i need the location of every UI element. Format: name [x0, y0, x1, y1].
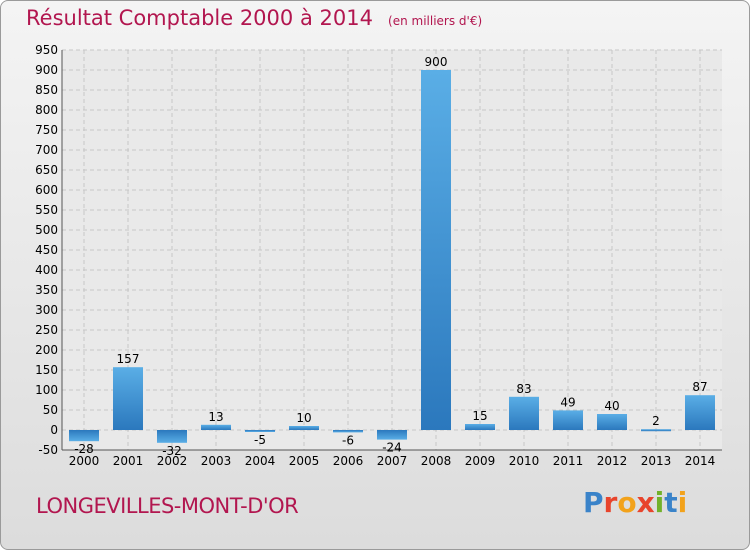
y-tick-label: 300 [35, 303, 58, 317]
commune-name: LONGEVILLES-MONT-D'OR [36, 494, 299, 518]
chart-title: Résultat Comptable 2000 à 2014 [26, 6, 373, 30]
data-label: -32 [162, 444, 182, 458]
bar [553, 410, 583, 430]
x-tick-label: 2007 [377, 454, 408, 468]
y-tick-label: 550 [35, 203, 58, 217]
x-tick-label: 2012 [597, 454, 628, 468]
data-label: -28 [74, 442, 94, 456]
data-label: 15 [472, 409, 487, 423]
axis-layer: -50 0 50 100 150 200 250 300 350 400 450 500 550 600 6… [35, 43, 722, 457]
y-tick-label: 250 [35, 323, 58, 337]
x-tick-label: 2009 [465, 454, 496, 468]
bar [333, 430, 363, 433]
bar [69, 430, 99, 442]
y-tick-label: 750 [35, 123, 58, 137]
bar [685, 395, 715, 430]
x-tick-label: 2004 [245, 454, 276, 468]
y-tick-label: 900 [35, 63, 58, 77]
x-tick-label: 2001 [113, 454, 144, 468]
y-tick-label: 450 [35, 243, 58, 257]
data-label: -6 [342, 433, 354, 447]
y-tick-label: 400 [35, 263, 58, 277]
y-tick-label: 650 [35, 163, 58, 177]
y-tick-label: 200 [35, 343, 58, 357]
chart-title-row: Résultat Comptable 2000 à 2014 (en milli… [26, 6, 482, 30]
y-tick-label: 950 [35, 43, 58, 57]
data-label: 157 [117, 352, 140, 366]
data-label: 13 [208, 410, 223, 424]
data-label: 87 [692, 380, 707, 394]
bar [157, 430, 187, 443]
x-tick-label: 2014 [685, 454, 716, 468]
bar [377, 430, 407, 440]
data-label: 10 [296, 411, 311, 425]
bar [113, 367, 143, 430]
y-tick-label: 700 [35, 143, 58, 157]
data-label: -24 [382, 441, 402, 455]
bar [289, 426, 319, 430]
y-tick-label: 500 [35, 223, 58, 237]
bar [597, 414, 627, 430]
y-tick-label: -50 [38, 443, 58, 457]
x-tick-label: 2011 [553, 454, 584, 468]
x-tick-label: 2002 [157, 454, 188, 468]
x-tick-label: 2008 [421, 454, 452, 468]
data-label: 49 [560, 395, 575, 409]
y-tick-label: 350 [35, 283, 58, 297]
data-label: -5 [254, 433, 266, 447]
x-tick-label: 2000 [69, 454, 100, 468]
bar [509, 396, 539, 430]
data-label: 40 [604, 399, 619, 413]
y-tick-label: 0 [50, 423, 58, 437]
y-tick-label: 100 [35, 383, 58, 397]
chart-subtitle: (en milliers d'€) [388, 14, 483, 28]
x-tick-label: 2003 [201, 454, 232, 468]
y-tick-label: 600 [35, 183, 58, 197]
bar [641, 429, 671, 432]
bar [201, 424, 231, 430]
y-tick-label: 800 [35, 103, 58, 117]
bar [245, 430, 275, 432]
data-label: 900 [425, 55, 448, 69]
data-label: 2 [652, 414, 660, 428]
x-tick-label: 2013 [641, 454, 672, 468]
bar [421, 70, 451, 430]
bar [465, 424, 495, 430]
data-label: 83 [516, 382, 531, 396]
x-tick-label: 2010 [509, 454, 540, 468]
x-tick-label: 2006 [333, 454, 364, 468]
y-tick-label: 50 [43, 403, 58, 417]
proxiti-logo: Proxiti [583, 486, 688, 519]
y-tick-label: 850 [35, 83, 58, 97]
y-tick-label: 150 [35, 363, 58, 377]
x-tick-label: 2005 [289, 454, 320, 468]
grid-layer [62, 49, 722, 451]
bar-layer [69, 70, 715, 443]
